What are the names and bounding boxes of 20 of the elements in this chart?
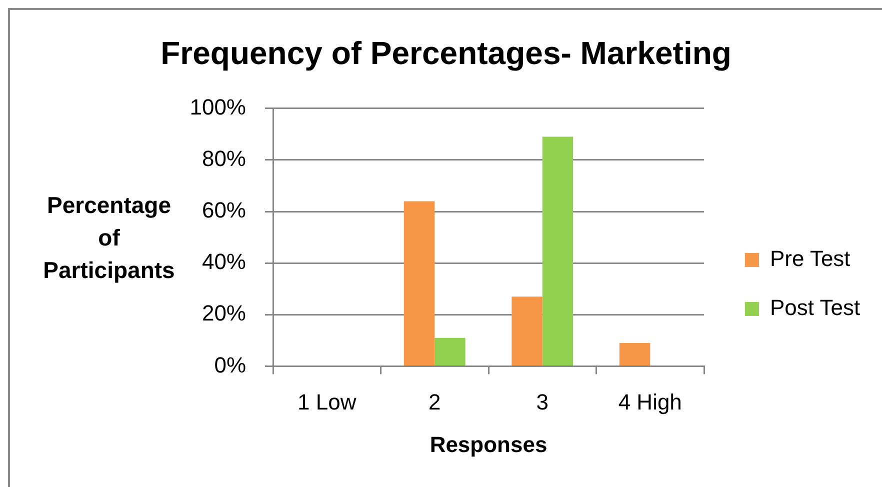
y-tick-label: 100% (190, 94, 246, 120)
y-tick-label: 0% (214, 352, 246, 378)
y-tick-label: 20% (202, 300, 246, 326)
bar (404, 201, 435, 366)
bar (619, 343, 650, 366)
bar (512, 296, 542, 366)
y-axis-title: Percentage of Participants (43, 192, 175, 284)
y-tick-label: 60% (202, 198, 246, 223)
x-tick-label: 3 (536, 389, 548, 414)
x-tick-label: 1 Low (298, 389, 356, 414)
legend-label: Pre Test (770, 246, 850, 272)
legend-label: Post Test (770, 295, 860, 320)
x-tick-label: 2 (428, 389, 441, 414)
x-axis-title: Responses (430, 432, 548, 457)
bar (434, 338, 466, 366)
chart-title: Frequency of Percentages- Marketing (160, 35, 732, 72)
y-tick-label: 80% (202, 146, 246, 172)
y-tick-label: 40% (202, 249, 246, 274)
x-tick-label: 4 High (618, 389, 682, 414)
bar (542, 136, 574, 366)
